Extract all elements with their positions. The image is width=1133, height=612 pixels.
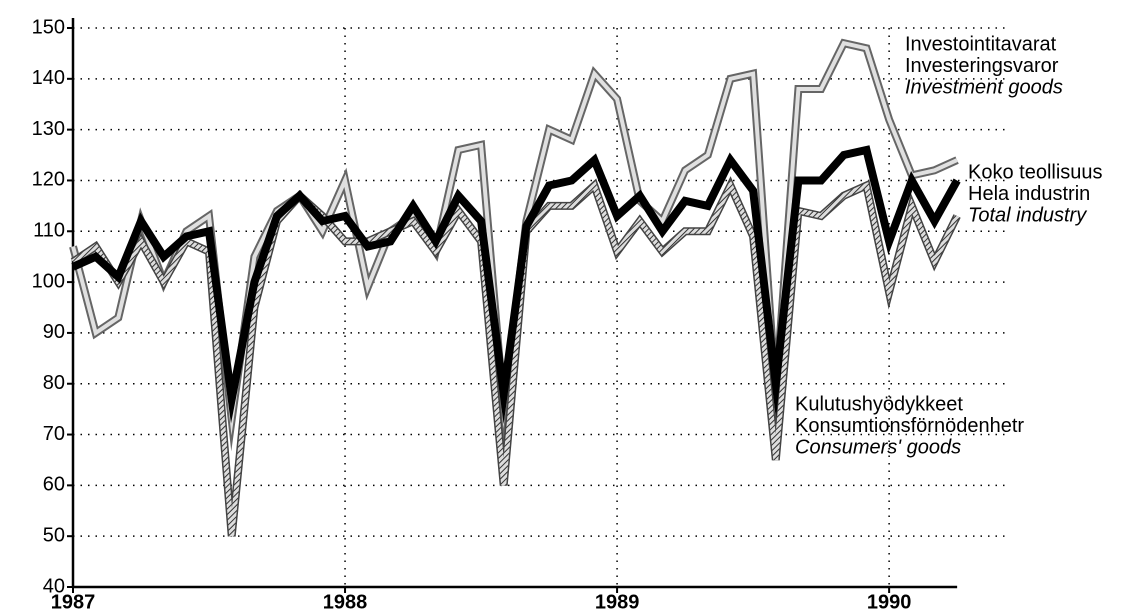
series-label: Investment goods bbox=[905, 76, 1063, 98]
y-tick-label: 70 bbox=[43, 423, 65, 445]
series-label: Investointitavarat bbox=[905, 33, 1057, 55]
y-tick-label: 120 bbox=[32, 169, 65, 191]
series-line bbox=[71, 145, 961, 425]
series-label: Konsumtionsförnödenhetr bbox=[795, 415, 1024, 437]
y-tick-label: 130 bbox=[32, 118, 65, 140]
series-label: Total industry bbox=[968, 204, 1087, 226]
y-tick-label: 40 bbox=[43, 575, 65, 597]
x-tick-label: 1988 bbox=[323, 591, 368, 612]
y-tick-label: 80 bbox=[43, 372, 65, 394]
series-label: Kulutushyödykkeet bbox=[795, 393, 963, 415]
series-label: Koko teollisuus bbox=[968, 161, 1103, 183]
series-label: Investeringsvaror bbox=[905, 55, 1059, 77]
x-tick-label: 1990 bbox=[867, 591, 912, 612]
y-tick-label: 140 bbox=[32, 67, 65, 89]
y-tick-label: 90 bbox=[43, 321, 65, 343]
x-tick-label: 1987 bbox=[51, 591, 96, 612]
series-label: Hela industrin bbox=[968, 183, 1090, 205]
y-tick-label: 110 bbox=[33, 220, 65, 242]
y-tick-label: 100 bbox=[32, 270, 65, 292]
x-tick-label: 1989 bbox=[595, 591, 640, 612]
series-line-inner bbox=[71, 179, 960, 537]
y-tick-label: 50 bbox=[43, 524, 65, 546]
y-tick-label: 150 bbox=[32, 16, 65, 38]
y-tick-label: 60 bbox=[43, 474, 65, 496]
series-label: Consumers' goods bbox=[795, 436, 961, 458]
